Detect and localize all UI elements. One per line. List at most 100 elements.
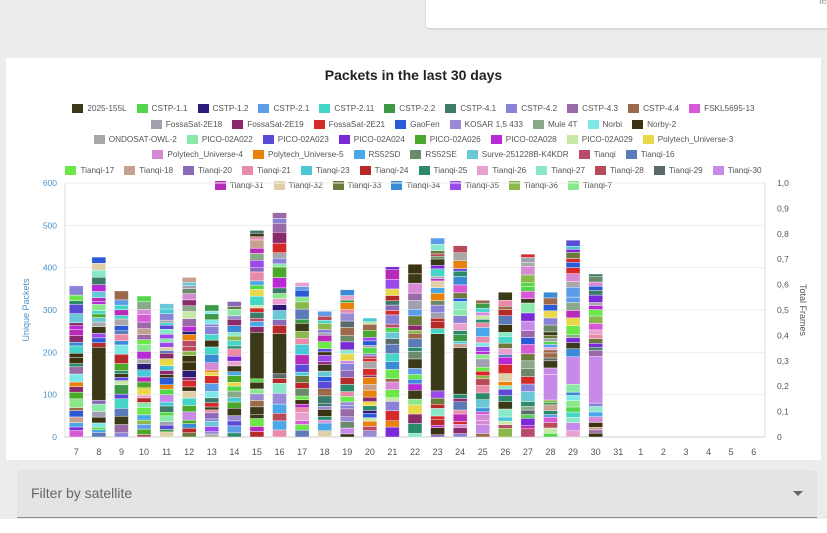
legend-item[interactable]: Tianqi-32 [273,181,323,191]
legend-item[interactable]: CSTP-4.1 [445,104,496,114]
bar-segment [249,378,265,383]
bar-segment [227,360,242,367]
legend-swatch [532,119,544,129]
x-tick-label: 8 [96,447,101,457]
bar-segment [475,307,490,313]
bar-segment [565,384,581,393]
x-tick-label: 20 [365,447,375,457]
bar-segment [204,375,219,384]
legend-item[interactable]: FossaSat-2E18 [150,119,222,129]
bar-segment [227,415,242,422]
bar-segment [181,377,197,381]
legend-row: FossaSat-2E18 FossaSat-2E19 FossaSat-2E21 G… [6,116,821,131]
legend-item[interactable]: Tianqi-24 [359,165,409,175]
bar-segment [430,258,445,266]
legend-item[interactable]: Mule 4T [532,119,578,129]
bar-segment [294,407,310,413]
legend-item[interactable]: Norby-2 [632,119,676,129]
legend-item[interactable]: CSTP-2.11 [319,104,374,114]
legend-item[interactable]: GaoFen [395,119,440,129]
legend-item[interactable]: CSTP-2.1 [258,104,309,114]
legend-item[interactable]: Tianqi-35 [450,181,499,191]
legend-item[interactable]: Tianqi-33 [332,181,381,191]
legend-item[interactable]: Tianqi-36 [509,181,558,191]
legend-item[interactable]: Tianqi-21 [241,165,291,175]
legend-item[interactable]: Tianqi-25 [418,165,467,175]
legend-item[interactable]: Tianqi-27 [536,165,586,175]
satellite-filter-select[interactable]: Filter by satellite [17,470,817,518]
bar-segment [181,380,197,388]
bar-segment [407,300,423,310]
bar-segment [362,347,378,354]
legend-item[interactable]: CSTP-4.2 [506,104,557,114]
legend-item[interactable]: CSTP-1.1 [136,104,188,114]
legend-label: Tianqi-27 [551,165,586,175]
legend-item[interactable]: Tianqi-28 [595,165,644,175]
legend-item[interactable]: FossaSat-2E21 [313,119,385,129]
legend-item[interactable]: PICO-02A026 [414,134,481,144]
legend-item[interactable]: RS52SE [410,150,457,160]
bar-segment [498,315,513,325]
legend-item[interactable]: Surve-251228B-K4KDR [466,150,569,160]
legend-item[interactable]: CSTP-1.2 [197,104,249,114]
legend-item[interactable]: Tianqi-7 [567,181,612,191]
bar-segment [317,335,332,342]
legend-item[interactable]: Polytech_Universe-4 [152,150,243,160]
bar-segment [227,332,242,337]
bar-segment [272,429,287,438]
bar-segment [385,369,400,379]
legend-item[interactable]: Tianqi-20 [183,165,232,175]
bar-segment [69,304,84,314]
bar-segment [475,433,490,438]
bar-segment [69,341,84,347]
legend-item[interactable]: CSTP-4.4 [628,104,679,114]
bar-segment [249,418,265,427]
legend-item[interactable]: Polytech_Universe-5 [252,150,344,160]
legend-item[interactable]: PICO-02A022 [186,134,253,144]
legend-label: Tianqi-18 [139,165,174,175]
legend-item[interactable]: Tianqi-18 [124,165,174,175]
bar-segment [69,398,84,408]
legend-label: KOSAR 1,5 433 [464,119,523,129]
legend-swatch [395,119,407,129]
y-tick-label: 300 [43,305,57,315]
bar-segment [407,338,423,348]
legend-item[interactable]: Tianqi-34 [391,181,440,191]
legend-item[interactable]: Norbi [587,119,623,129]
legend-item[interactable]: CSTP-2.2 [384,104,435,114]
legend-item[interactable]: CSTP-4.3 [567,104,618,114]
legend-item[interactable]: Tianqi-23 [300,165,350,175]
legend-item[interactable]: ONDOSAT-OWL-2 [93,134,177,144]
legend-item[interactable]: Tianqi-16 [625,150,675,160]
bar-segment [114,377,129,381]
legend-item[interactable]: PICO-02A028 [490,134,557,144]
bar-segment [362,330,378,338]
bar-segment [204,362,219,371]
legend-item[interactable]: PICO-02A024 [338,134,405,144]
legend-swatch [313,119,325,129]
legend-item[interactable]: Polytech_Universe-3 [642,134,733,144]
legend-label: Norbi [602,119,623,129]
bar-segment [588,406,603,413]
bar-segment [136,369,152,378]
legend-item[interactable]: Tianqi-26 [477,165,526,175]
bar-segment [543,347,558,351]
caret-down-icon[interactable] [793,491,803,496]
bar-segment [362,324,378,331]
bar-segment [565,391,581,396]
legend-item[interactable]: Tianqi-17 [65,165,114,175]
bar-segment [136,402,152,408]
legend-item[interactable]: Tianqi-30 [712,165,762,175]
legend-label: CSTP-1.2 [212,104,249,114]
legend-item[interactable]: Tianqi [578,150,616,160]
legend-item[interactable]: KOSAR 1,5 433 [449,119,523,129]
legend-item[interactable]: Tianqi-29 [653,165,703,175]
legend-item[interactable]: RS52SD [353,150,400,160]
legend-item[interactable]: 2025-155L [72,104,127,114]
legend-item[interactable]: PICO-02A023 [262,134,329,144]
legend-item[interactable]: PICO-02A029 [566,134,633,144]
legend-item[interactable]: FSKL5695-13 [689,104,755,114]
bar-segment [385,295,400,301]
legend-item[interactable]: Tianqi-31 [214,181,264,191]
legend-item[interactable]: FossaSat-2E19 [232,119,304,129]
